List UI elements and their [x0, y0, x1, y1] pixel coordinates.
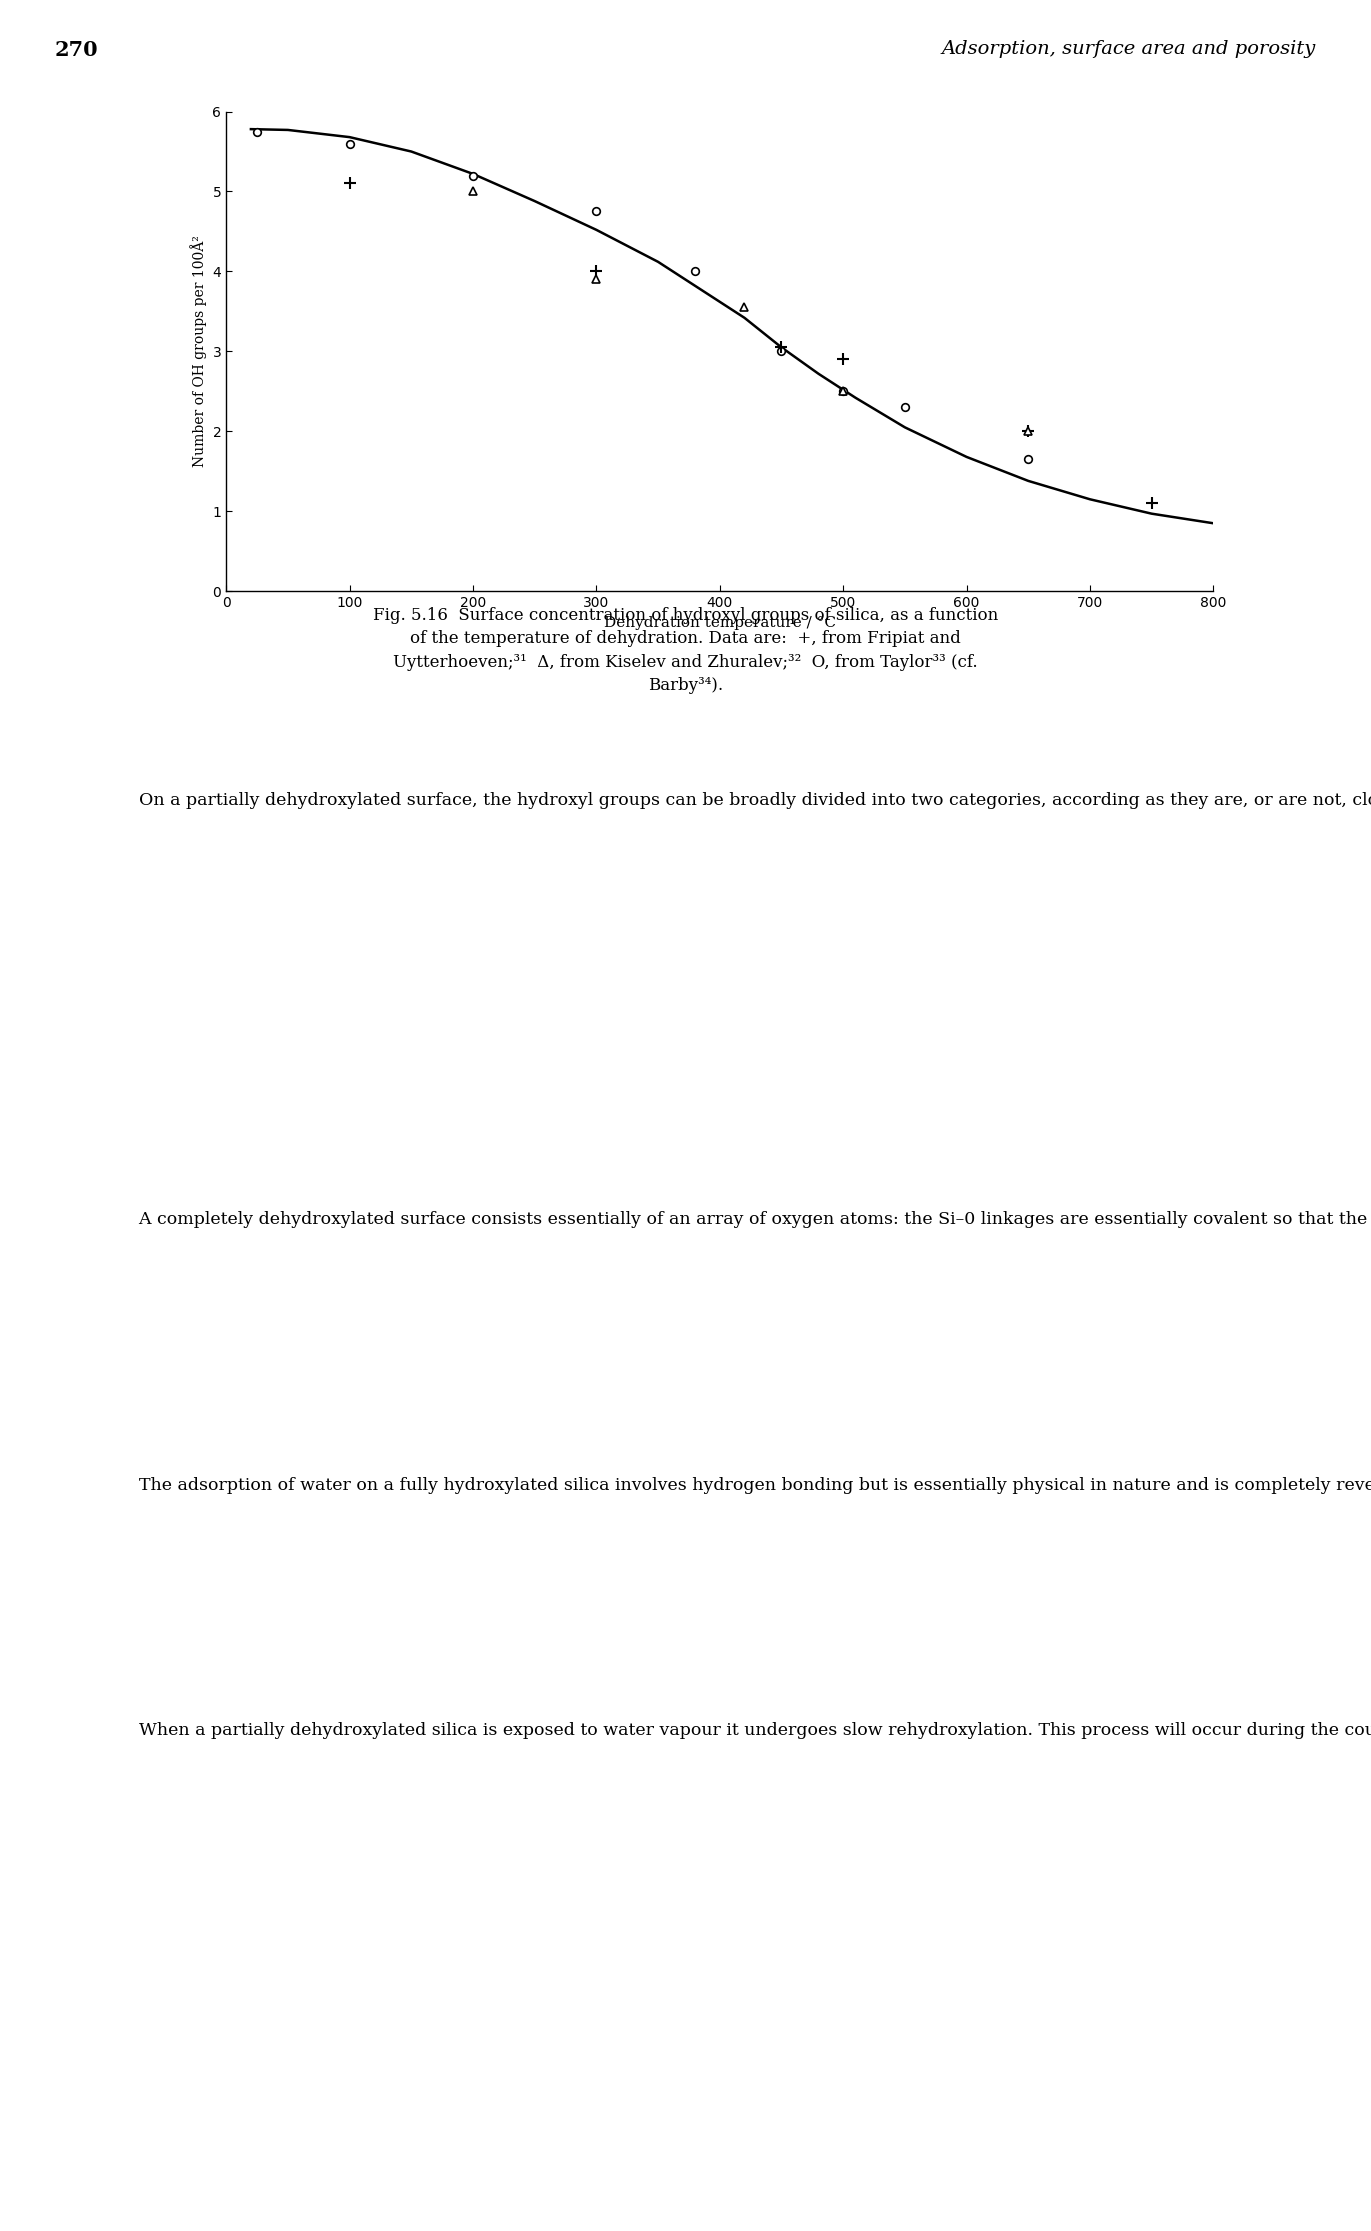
Text: A completely dehydroxylated surface consists essentially of an array of oxygen a: A completely dehydroxylated surface cons…: [117, 1211, 1371, 1229]
Text: The adsorption of water on a fully hydroxylated silica involves hydrogen bonding: The adsorption of water on a fully hydro…: [117, 1477, 1371, 1495]
Text: Fig. 5.16  Surface concentration of hydroxyl groups of silica, as a function
of : Fig. 5.16 Surface concentration of hydro…: [373, 607, 998, 694]
Text: 270: 270: [55, 40, 99, 60]
X-axis label: Dehydration temperature / °C: Dehydration temperature / °C: [603, 616, 836, 629]
Text: When a partially dehydroxylated silica is exposed to water vapour it undergoes s: When a partially dehydroxylated silica i…: [117, 1722, 1371, 1740]
Y-axis label: Number of OH groups per 100Å²: Number of OH groups per 100Å²: [191, 236, 207, 466]
Text: On a partially dehydroxylated surface, the hydroxyl groups can be broadly divide: On a partially dehydroxylated surface, t…: [117, 792, 1371, 810]
Text: Adsorption, surface area and porosity: Adsorption, surface area and porosity: [942, 40, 1316, 58]
